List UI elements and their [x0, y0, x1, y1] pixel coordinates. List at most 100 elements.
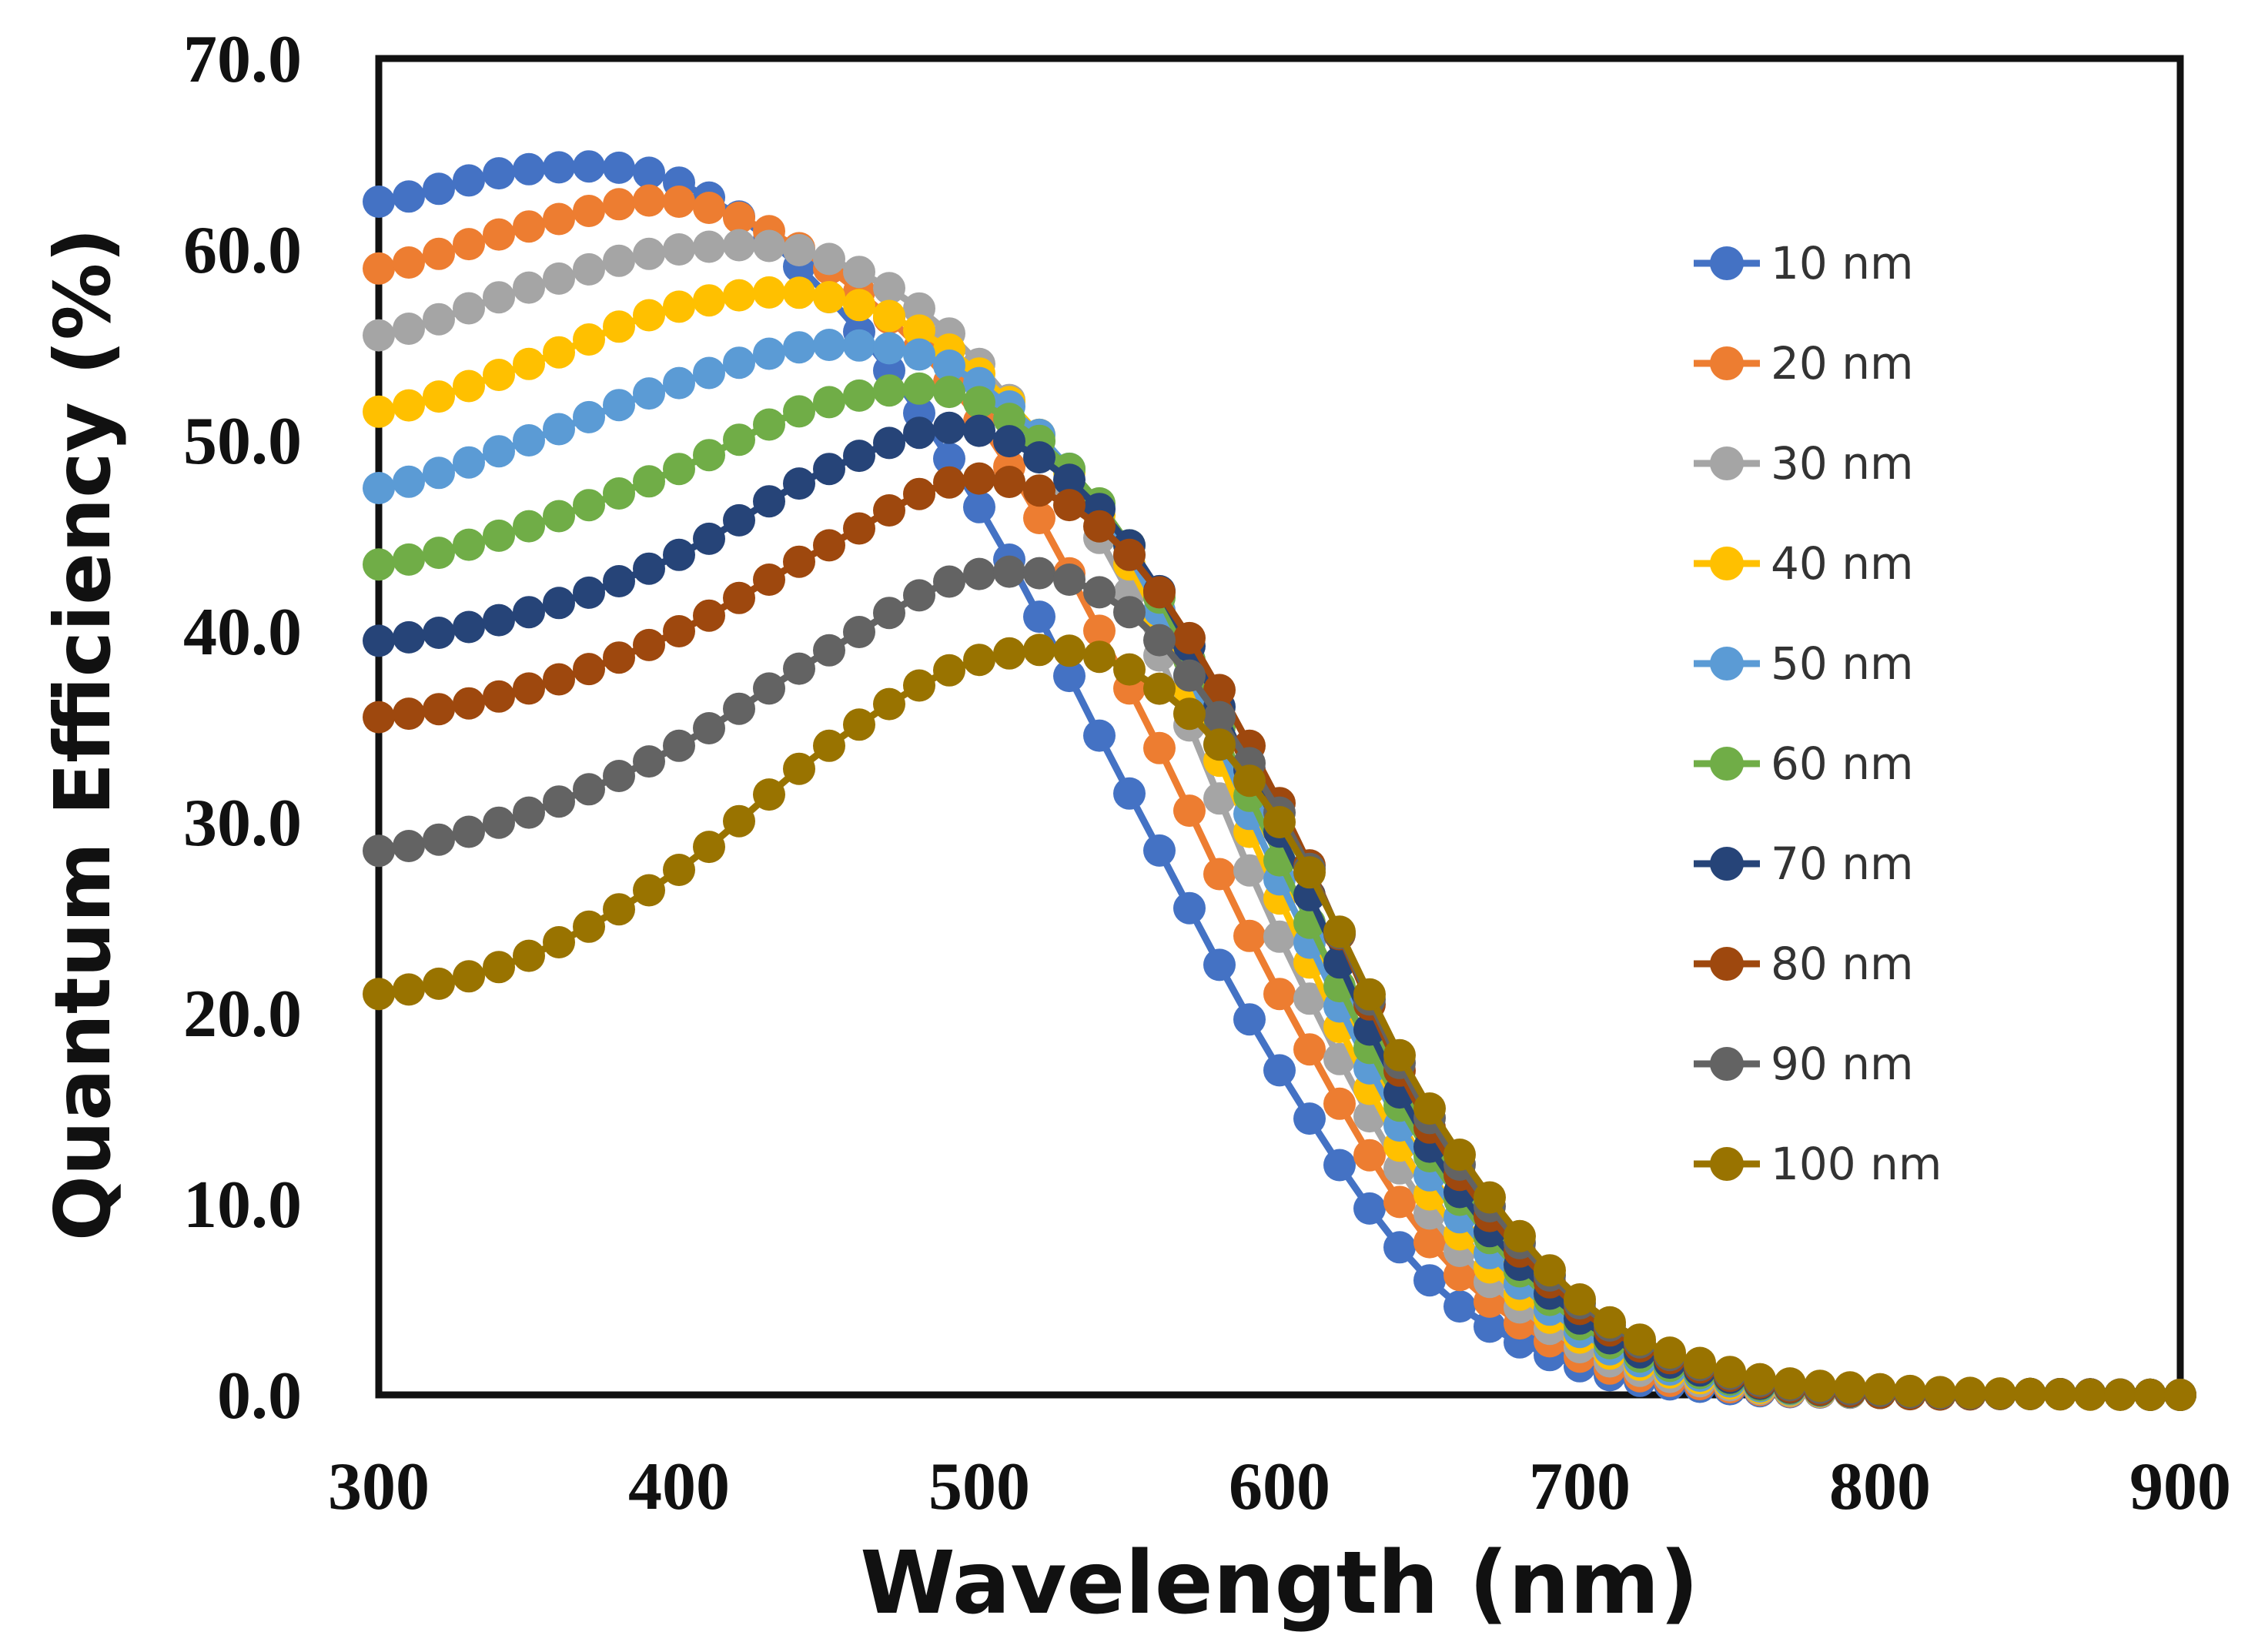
data-point — [963, 557, 995, 590]
legend-marker — [1710, 547, 1744, 580]
data-point — [363, 186, 395, 218]
data-point — [453, 960, 485, 993]
data-point — [633, 377, 665, 410]
legend-marker — [1710, 947, 1744, 981]
x-tick-label: 500 — [928, 1450, 1030, 1524]
data-point — [843, 440, 875, 473]
data-point — [1684, 1346, 1716, 1379]
data-point — [813, 329, 845, 361]
data-point — [483, 435, 515, 468]
data-point — [1203, 701, 1236, 734]
legend-label: 100 nm — [1771, 1138, 1942, 1190]
legend-label: 80 nm — [1771, 938, 1914, 990]
data-point — [513, 152, 545, 186]
data-point — [453, 370, 485, 403]
data-point — [663, 729, 695, 762]
data-point — [513, 347, 545, 380]
data-point — [1053, 634, 1086, 667]
data-point — [753, 485, 785, 518]
data-point — [423, 537, 455, 570]
legend-label: 90 nm — [1771, 1038, 1914, 1090]
legend-item: 70 nm — [1694, 838, 1914, 890]
data-point — [573, 400, 605, 433]
data-point — [1053, 563, 1086, 596]
data-point — [513, 271, 545, 304]
data-point — [453, 164, 485, 197]
data-point — [963, 386, 995, 419]
legend-label: 20 nm — [1771, 337, 1914, 390]
data-point — [1413, 1264, 1446, 1297]
data-point — [903, 416, 935, 450]
data-point — [1023, 441, 1055, 474]
data-point — [723, 279, 755, 312]
data-point — [1203, 858, 1236, 891]
data-point — [1143, 672, 1176, 705]
legend-marker — [1710, 647, 1744, 681]
data-point — [573, 653, 605, 686]
data-point — [813, 729, 845, 762]
data-point — [1083, 510, 1116, 543]
data-point — [1443, 1290, 1476, 1323]
data-point — [543, 500, 575, 533]
data-point — [753, 337, 785, 370]
data-point — [663, 366, 695, 400]
data-point — [753, 408, 785, 441]
data-point — [423, 303, 455, 336]
data-point — [693, 230, 725, 263]
data-point — [633, 237, 665, 270]
y-tick-label: 50.0 — [183, 404, 302, 479]
data-point — [1293, 856, 1326, 889]
data-point — [1083, 719, 1116, 752]
data-point — [483, 806, 515, 839]
data-point — [513, 672, 545, 705]
data-point — [873, 332, 905, 365]
data-point — [393, 830, 425, 862]
data-point — [633, 874, 665, 907]
data-point — [663, 453, 695, 486]
data-point — [603, 244, 635, 277]
legend-item: 60 nm — [1694, 737, 1914, 790]
data-point — [723, 503, 755, 537]
data-point — [1263, 978, 1296, 1011]
data-point — [933, 411, 965, 444]
data-point — [693, 831, 725, 864]
data-point — [1504, 1219, 1536, 1252]
data-point — [573, 252, 605, 286]
legend-marker — [1710, 847, 1744, 881]
data-point — [393, 543, 425, 576]
data-point — [1053, 489, 1086, 522]
data-point — [543, 926, 575, 958]
legend-marker — [1710, 1147, 1744, 1181]
y-tick-label: 60.0 — [183, 213, 302, 288]
data-point — [483, 680, 515, 713]
data-point — [693, 522, 725, 555]
data-point — [693, 712, 725, 744]
data-point — [1083, 576, 1116, 609]
data-point — [843, 616, 875, 648]
data-point — [783, 331, 815, 364]
data-point — [723, 229, 755, 262]
data-point — [843, 256, 875, 289]
data-point — [543, 151, 575, 184]
data-point — [363, 978, 395, 1011]
data-point — [2074, 1378, 2106, 1411]
data-point — [1323, 1087, 1356, 1120]
data-point — [873, 687, 905, 721]
data-point — [573, 489, 605, 522]
data-point — [393, 180, 425, 213]
data-point — [1233, 764, 1266, 798]
data-point — [483, 218, 515, 251]
data-point — [483, 157, 515, 190]
data-point — [843, 379, 875, 412]
data-point — [993, 466, 1025, 498]
data-point — [453, 687, 485, 720]
data-point — [993, 555, 1025, 588]
data-point — [393, 620, 425, 654]
data-point — [393, 389, 425, 422]
data-point — [453, 292, 485, 325]
data-point — [723, 201, 755, 234]
data-point — [1023, 474, 1055, 507]
data-point — [1594, 1306, 1626, 1339]
data-point — [843, 289, 875, 322]
